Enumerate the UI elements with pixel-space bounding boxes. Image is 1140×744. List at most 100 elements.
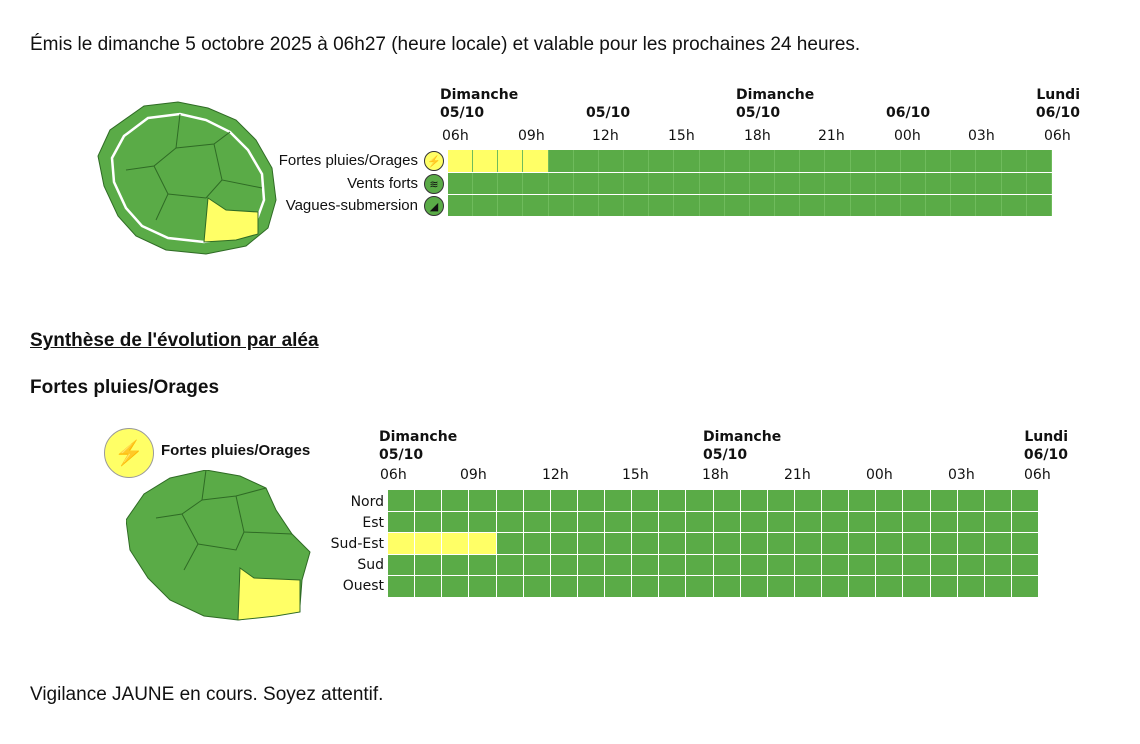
zone-hour-cell: [605, 533, 632, 554]
timeline-cell: [649, 173, 675, 194]
zone-hour-cell: [822, 490, 849, 511]
zone-hour-cell: [523, 533, 550, 554]
zone-hour-cell: [903, 511, 930, 533]
date-label-4: Lundi 06/10: [1035, 87, 1080, 121]
zone-hour-cell: [903, 554, 930, 576]
tick-top-8: 06h: [1044, 128, 1071, 144]
zone-hour-cell: [930, 511, 957, 533]
timeline-cell: [498, 173, 524, 194]
zone-hour-cell: [957, 554, 984, 576]
zone-hour-cell: [876, 533, 903, 554]
zone-hour-cell: [577, 490, 604, 511]
timeline-cell: [699, 195, 725, 216]
tick-top-0: 06h: [442, 128, 469, 144]
timeline-cell: [624, 150, 650, 172]
zone-hour-cell: [550, 511, 577, 533]
timeline-cell: [573, 173, 599, 194]
zone-hour-cell: [767, 554, 794, 576]
timeline-cell: [448, 173, 474, 194]
zone-hour-cell: [713, 490, 740, 511]
timeline-cell: [724, 173, 750, 194]
timeline-cell: [548, 195, 574, 216]
timeline-cell: [699, 173, 725, 194]
zone-label-sud: Sud: [357, 557, 384, 573]
timeline-cell: [598, 195, 625, 216]
timeline-cell: [523, 150, 549, 172]
timeline-cell: [900, 150, 927, 172]
zone-hour-cell: [659, 554, 686, 576]
zone-hour-cell: [659, 490, 686, 511]
zone-hour-cell: [686, 511, 713, 533]
zone-hour-cell: [632, 511, 659, 533]
timeline-bar-storms: [448, 150, 1052, 172]
wave-icon: ◢: [424, 196, 444, 216]
zone-hour-cell: [849, 554, 876, 576]
zone-hour-cell: [767, 490, 794, 511]
zone-hour-cell: [415, 554, 442, 576]
timeline-cell: [900, 195, 927, 216]
zone-hour-cell: [496, 511, 523, 533]
timeline-cell: [850, 150, 876, 172]
zone-hour-cell: [984, 533, 1011, 554]
zone-hour-cell: [686, 533, 713, 554]
tick-hazard-5: 21h: [784, 467, 811, 483]
zone-hour-cell: [550, 490, 577, 511]
timeline-cell: [448, 195, 474, 216]
timeline-cell: [775, 195, 801, 216]
zone-hour-cell: [686, 490, 713, 511]
timeline-cell: [724, 150, 750, 172]
zone-hour-cell: [903, 490, 930, 511]
zone-hour-cell: [957, 490, 984, 511]
zone-hour-cell: [1011, 533, 1038, 554]
row-label-waves: Vagues-submersion: [285, 197, 418, 214]
tick-top-5: 21h: [818, 128, 845, 144]
zone-hour-cell: [415, 533, 442, 554]
zone-label-nord: Nord: [350, 494, 384, 510]
timeline-cell: [548, 150, 574, 172]
zone-hour-cell: [876, 554, 903, 576]
timeline-cell: [624, 195, 650, 216]
tick-hazard-6: 00h: [866, 467, 893, 483]
timeline-cell: [699, 150, 725, 172]
zone-hour-cell: [442, 533, 469, 554]
zone-hour-cell: [876, 576, 903, 597]
zone-hour-cell: [469, 533, 496, 554]
zone-hour-cell: [1011, 554, 1038, 576]
reunion-map-hazard: [126, 470, 311, 621]
zone-hour-cell: [469, 490, 496, 511]
timeline-cell: [1001, 150, 1027, 172]
zone-hour-cell: [550, 554, 577, 576]
timeline-cell: [875, 173, 901, 194]
synthesis-heading: Synthèse de l'évolution par aléa: [30, 330, 319, 351]
zone-hour-cell: [849, 533, 876, 554]
timeline-cell: [800, 173, 826, 194]
zone-hour-cell: [469, 554, 496, 576]
zone-hour-cell: [632, 554, 659, 576]
timeline-cell: [951, 195, 977, 216]
timeline-cell: [875, 150, 901, 172]
timeline-cell: [598, 150, 625, 172]
zone-hour-cell: [794, 490, 821, 511]
zone-hour-cell: [930, 533, 957, 554]
tick-top-6: 00h: [894, 128, 921, 144]
timeline-cell: [523, 195, 549, 216]
zone-hour-cell: [1011, 576, 1038, 597]
timeline-cell: [1026, 173, 1052, 194]
zone-hour-cell: [740, 533, 767, 554]
zone-hour-cell: [984, 511, 1011, 533]
zone-hour-cell: [930, 576, 957, 597]
zone-hour-cell: [849, 511, 876, 533]
zone-hour-cell: [713, 554, 740, 576]
zone-hour-cell: [388, 576, 415, 597]
zone-hour-cell: [496, 576, 523, 597]
zone-hour-cell: [577, 511, 604, 533]
hazard-date-label-0: Dimanche 05/10: [379, 429, 458, 463]
tick-top-3: 15h: [668, 128, 695, 144]
zone-hour-cell: [984, 576, 1011, 597]
timeline-cell: [976, 150, 1002, 172]
timeline-cell: [624, 173, 650, 194]
timeline-cell: [900, 173, 927, 194]
zone-hour-cell: [442, 554, 469, 576]
timeline-cell: [976, 173, 1002, 194]
zone-hour-cell: [876, 490, 903, 511]
